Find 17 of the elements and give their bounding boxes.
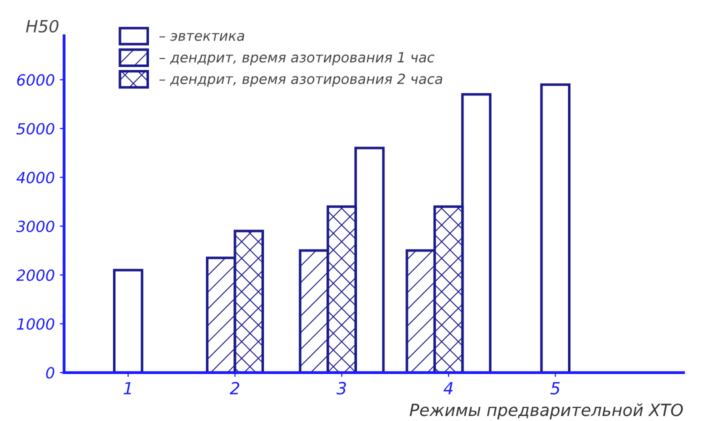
y-tick-label: 6000	[17, 74, 54, 86]
y-tick-label: 1000	[16, 318, 54, 330]
x-tick-label: 4	[444, 382, 453, 394]
x-tick-label: 2	[230, 382, 240, 394]
legend-label: – дендрит, время азотирования 1 час	[159, 52, 434, 66]
legend-label: – дендрит, время азотирования 2 часа	[159, 74, 442, 87]
y-tick-label: 3000	[16, 220, 54, 232]
legend-label: – эвтектика	[159, 32, 244, 41]
y-tick-label: 5000	[16, 122, 54, 135]
x-tick-label: 3	[336, 382, 346, 395]
x-tick-label: 1	[124, 382, 131, 394]
y-tick-label: 4000	[16, 172, 54, 184]
y-tick-label: 0	[46, 367, 54, 379]
x-tick-label: 5	[550, 382, 560, 395]
y-axis-title: H50	[26, 20, 58, 33]
x-axis-title: Режимы предварительной ХТО	[410, 403, 683, 420]
y-tick-label: 2000	[16, 269, 54, 281]
